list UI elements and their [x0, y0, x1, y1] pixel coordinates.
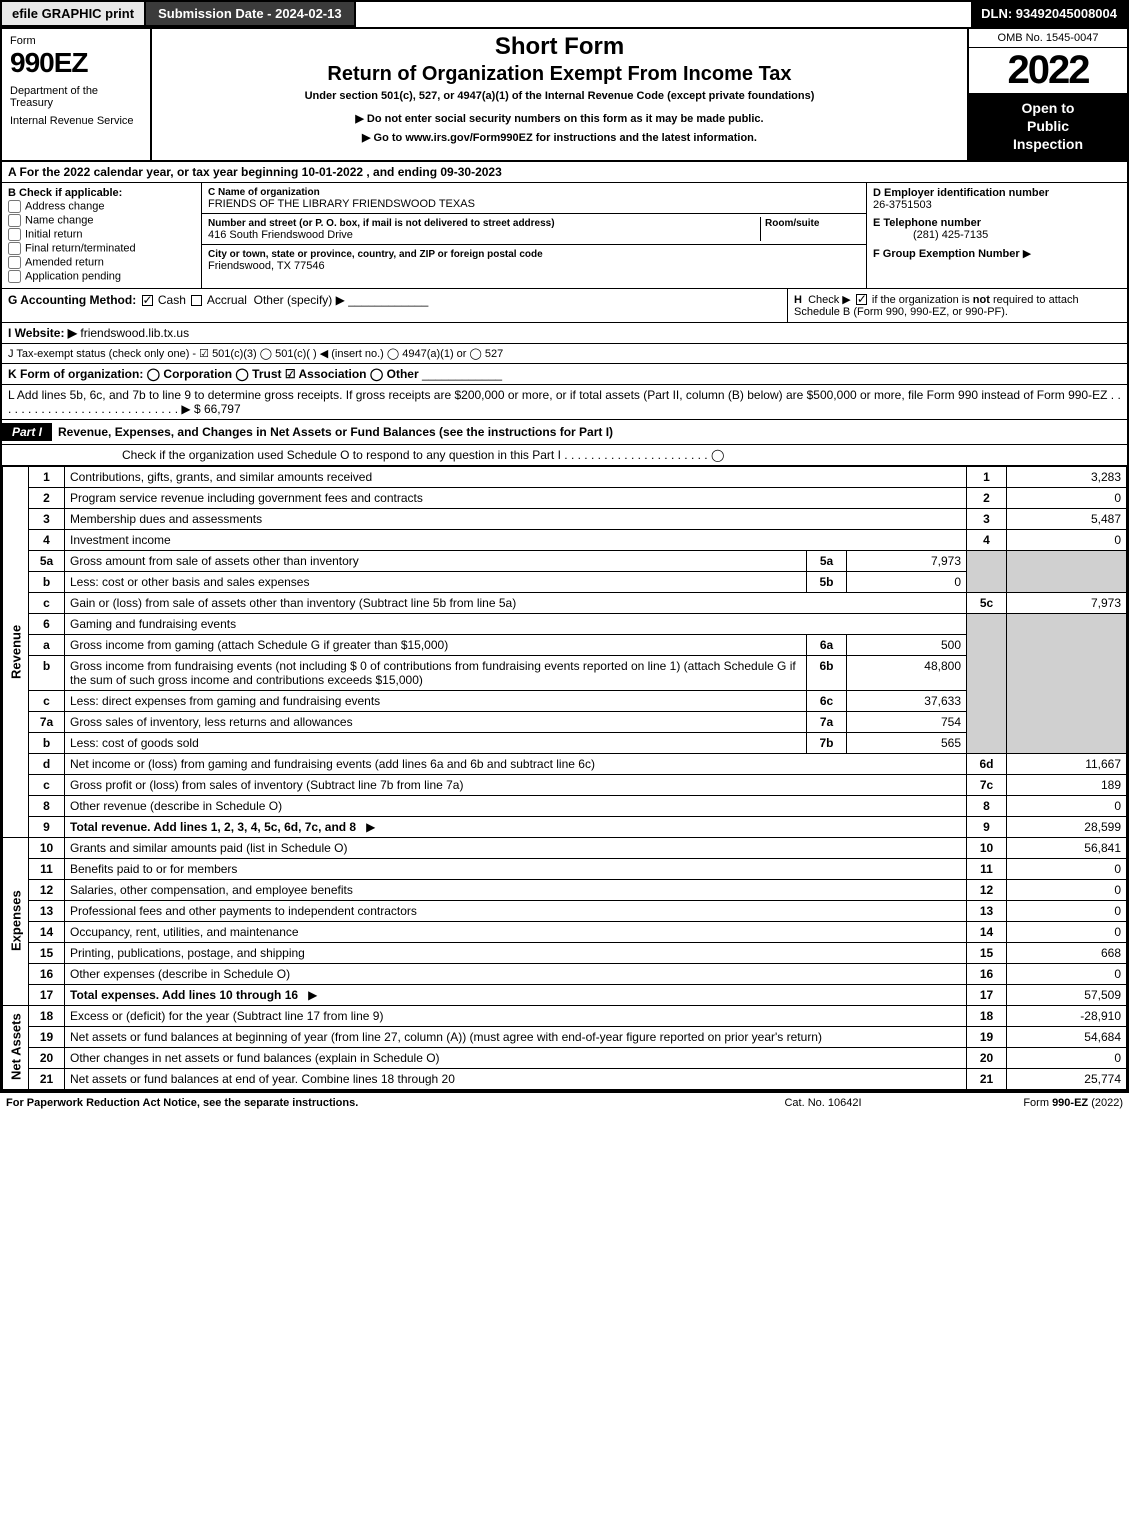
dept-treasury: Department of the Treasury [10, 85, 142, 109]
page-footer: For Paperwork Reduction Act Notice, see … [0, 1092, 1129, 1113]
section-i: I Website: ▶ friendswood.lib.tx.us [2, 323, 1127, 344]
chk-accrual[interactable] [191, 295, 202, 306]
d-label: D Employer identification number [873, 187, 1049, 199]
top-bar: efile GRAPHIC print Submission Date - 20… [2, 2, 1127, 29]
title-return: Return of Organization Exempt From Incom… [162, 63, 957, 86]
header-left: Form 990EZ Department of the Treasury In… [2, 29, 152, 160]
section-h: H Check ▶ if the organization is not req… [787, 289, 1127, 322]
chk-address-change[interactable]: Address change [8, 200, 195, 213]
f-label: F Group Exemption Number [873, 248, 1020, 260]
chk-schedule-b[interactable] [856, 294, 867, 305]
website-link[interactable]: friendswood.lib.tx.us [80, 326, 189, 340]
phone-value: (281) 425-7135 [873, 229, 988, 241]
room-label: Room/suite [765, 218, 819, 229]
subtitle-ssn: ▶ Do not enter social security numbers o… [162, 112, 957, 125]
chk-amended-return[interactable]: Amended return [8, 256, 195, 269]
section-b: B Check if applicable: Address change Na… [2, 183, 202, 288]
open-inspection: Open to Public Inspection [969, 93, 1127, 160]
part-i-title: Revenue, Expenses, and Changes in Net As… [52, 425, 613, 439]
c-name-label: C Name of organization [208, 187, 320, 198]
title-short-form: Short Form [162, 33, 957, 61]
revenue-label: Revenue [3, 466, 29, 837]
org-city: Friendswood, TX 77546 [208, 260, 325, 272]
form-990ez: efile GRAPHIC print Submission Date - 20… [0, 0, 1129, 1092]
netassets-label: Net Assets [3, 1005, 29, 1089]
part-i-check: Check if the organization used Schedule … [2, 445, 1127, 466]
form-header: Form 990EZ Department of the Treasury In… [2, 29, 1127, 162]
chk-cash[interactable] [142, 295, 153, 306]
org-address: 416 South Friendswood Drive [208, 229, 353, 241]
part-i-header: Part I Revenue, Expenses, and Changes in… [2, 420, 1127, 445]
efile-print-button[interactable]: efile GRAPHIC print [2, 2, 146, 27]
section-k: K Form of organization: ◯ Corporation ◯ … [2, 364, 1127, 385]
subtitle-goto: ▶ Go to www.irs.gov/Form990EZ for instru… [162, 131, 957, 144]
chk-final-return[interactable]: Final return/terminated [8, 242, 195, 255]
expenses-label: Expenses [3, 837, 29, 1005]
footer-form: Form 990-EZ (2022) [923, 1097, 1123, 1109]
e-label: E Telephone number [873, 217, 981, 229]
part-i-badge: Part I [2, 423, 52, 441]
omb-number: OMB No. 1545-0047 [969, 29, 1127, 48]
dln-label: DLN: 93492045008004 [971, 2, 1127, 27]
ein-value: 26-3751503 [873, 199, 932, 211]
b-label: B Check if applicable: [8, 187, 122, 199]
c-city-label: City or town, state or province, country… [208, 249, 543, 260]
irs-label: Internal Revenue Service [10, 115, 142, 127]
section-g: G Accounting Method: Cash Accrual Other … [2, 289, 787, 322]
form-number: 990EZ [10, 47, 142, 79]
tax-year: 2022 [969, 48, 1127, 93]
c-addr-label: Number and street (or P. O. box, if mail… [208, 218, 555, 229]
section-l: L Add lines 5b, 6c, and 7b to line 9 to … [2, 385, 1127, 420]
subtitle-section: Under section 501(c), 527, or 4947(a)(1)… [162, 90, 957, 102]
f-arrow: ▶ [1023, 248, 1031, 260]
section-c: C Name of organization FRIENDS OF THE LI… [202, 183, 867, 288]
part-i-table: Revenue 1Contributions, gifts, grants, a… [2, 466, 1127, 1090]
line-a-tax-year: A For the 2022 calendar year, or tax yea… [2, 162, 1127, 183]
chk-name-change[interactable]: Name change [8, 214, 195, 227]
form-word: Form [10, 35, 142, 47]
info-block: B Check if applicable: Address change Na… [2, 183, 1127, 289]
chk-initial-return[interactable]: Initial return [8, 228, 195, 241]
footer-cat: Cat. No. 10642I [723, 1097, 923, 1109]
section-def: D Employer identification number 26-3751… [867, 183, 1127, 288]
header-right: OMB No. 1545-0047 2022 Open to Public In… [967, 29, 1127, 160]
section-gh: G Accounting Method: Cash Accrual Other … [2, 289, 1127, 323]
submission-date: Submission Date - 2024-02-13 [146, 2, 356, 27]
chk-application-pending[interactable]: Application pending [8, 270, 195, 283]
section-j: J Tax-exempt status (check only one) - ☑… [2, 344, 1127, 364]
footer-left: For Paperwork Reduction Act Notice, see … [6, 1097, 723, 1109]
header-mid: Short Form Return of Organization Exempt… [152, 29, 967, 160]
org-name: FRIENDS OF THE LIBRARY FRIENDSWOOD TEXAS [208, 198, 475, 210]
